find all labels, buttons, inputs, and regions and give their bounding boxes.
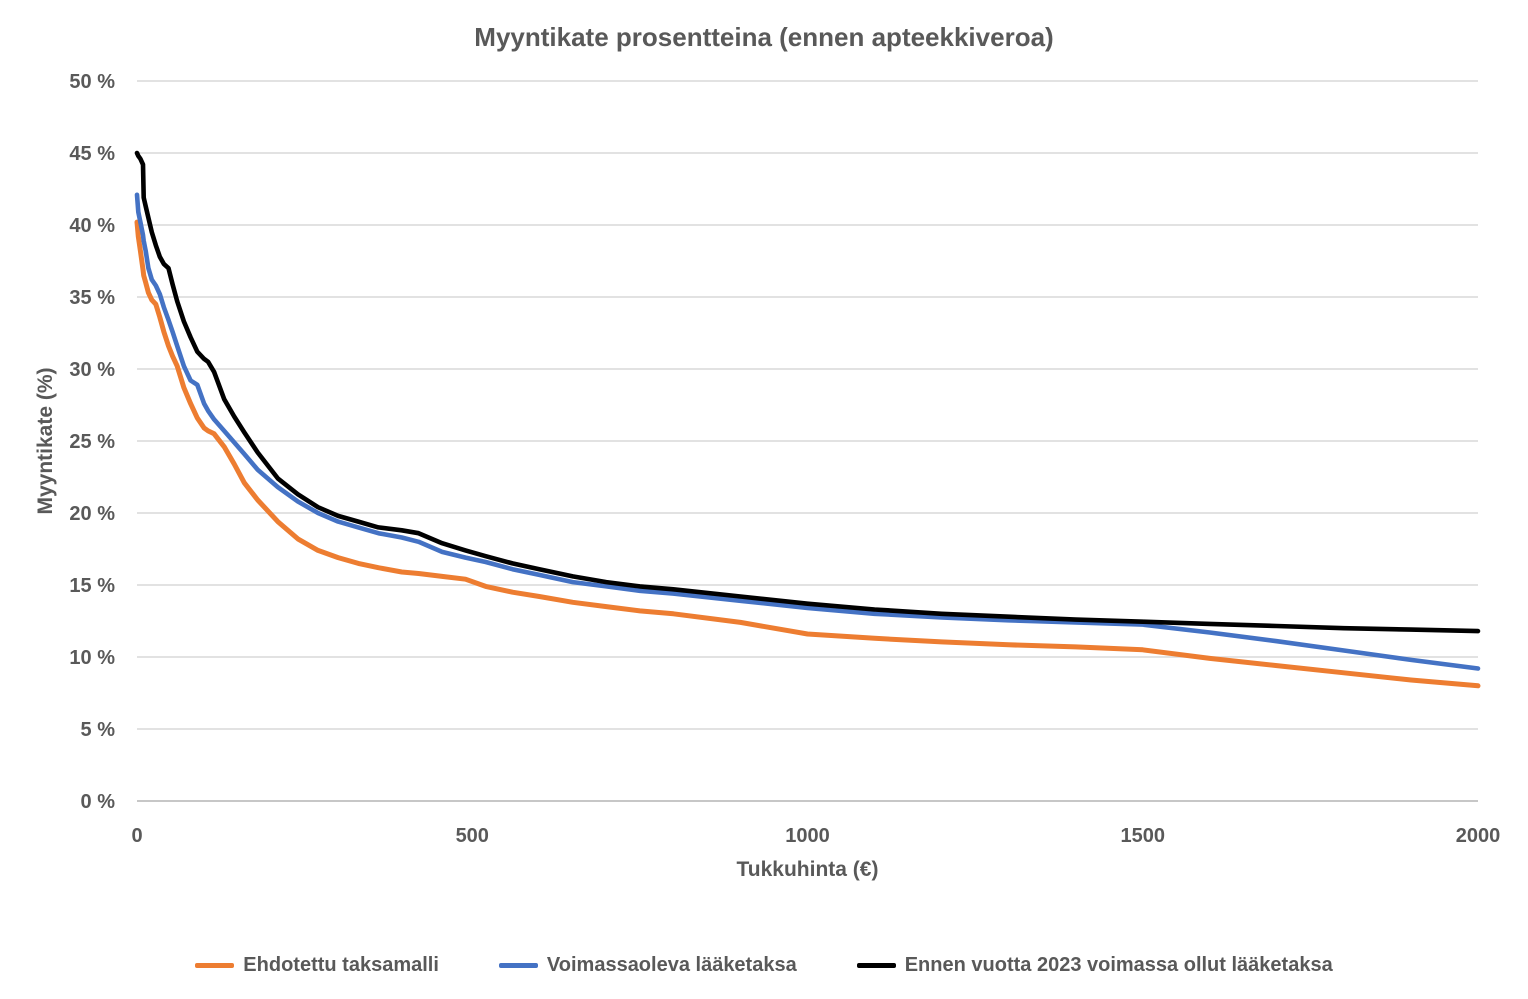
chart-title: Myyntikate prosentteina (ennen apteekkiv… bbox=[474, 22, 1054, 52]
x-axis-tick-label: 1000 bbox=[785, 825, 830, 847]
y-axis-tick-label: 40 % bbox=[69, 215, 115, 237]
y-axis-tick-label: 5 % bbox=[81, 719, 116, 741]
y-axis-tick-label: 20 % bbox=[69, 503, 115, 525]
x-axis-tick-label: 2000 bbox=[1456, 825, 1501, 847]
x-axis-tick-label: 500 bbox=[456, 825, 489, 847]
x-axis-tick-label: 1500 bbox=[1121, 825, 1166, 847]
y-axis-tick-label: 35 % bbox=[69, 287, 115, 309]
x-axis-title: Tukkuhinta (€) bbox=[736, 858, 879, 881]
series-line-voimassaoleva-laaketaksa bbox=[134, 192, 1481, 671]
y-axis-title: Myyntikate (%) bbox=[34, 367, 57, 515]
legend-label: Voimassaoleva lääketaksa bbox=[546, 953, 797, 976]
legend-label: Ennen vuotta 2023 voimassa ollut lääketa… bbox=[904, 953, 1333, 976]
series-line-ehdotettu-taksamalli bbox=[134, 219, 1481, 689]
y-axis-tick-label: 45 % bbox=[69, 143, 115, 165]
legend-swatch-black bbox=[856, 962, 896, 968]
series-line-ennen-vuotta-2023-voimassa-ollut-laaketaksa bbox=[134, 150, 1481, 634]
y-axis-tick-label: 50 % bbox=[69, 71, 115, 93]
y-axis-tick-label: 0 % bbox=[81, 791, 116, 813]
legend-item-ennen-2023-laaketaksa: Ennen vuotta 2023 voimassa ollut lääketa… bbox=[856, 953, 1333, 977]
legend: Ehdotettu taksamalli Voimassaoleva lääke… bbox=[0, 945, 1528, 985]
y-axis-tick-label: 30 % bbox=[69, 359, 115, 381]
x-axis-tick-label: 0 bbox=[131, 825, 142, 847]
legend-swatch-orange bbox=[195, 962, 235, 968]
legend-label: Ehdotettu taksamalli bbox=[243, 953, 439, 976]
legend-item-voimassaoleva-laaketaksa: Voimassaoleva lääketaksa bbox=[498, 953, 797, 977]
y-axis-tick-label: 25 % bbox=[69, 431, 115, 453]
legend-item-ehdotettu-taksamalli: Ehdotettu taksamalli bbox=[195, 954, 439, 977]
y-axis-tick-label: 15 % bbox=[69, 575, 115, 597]
legend-swatch-blue bbox=[498, 962, 538, 968]
y-axis-tick-label: 10 % bbox=[69, 647, 115, 669]
